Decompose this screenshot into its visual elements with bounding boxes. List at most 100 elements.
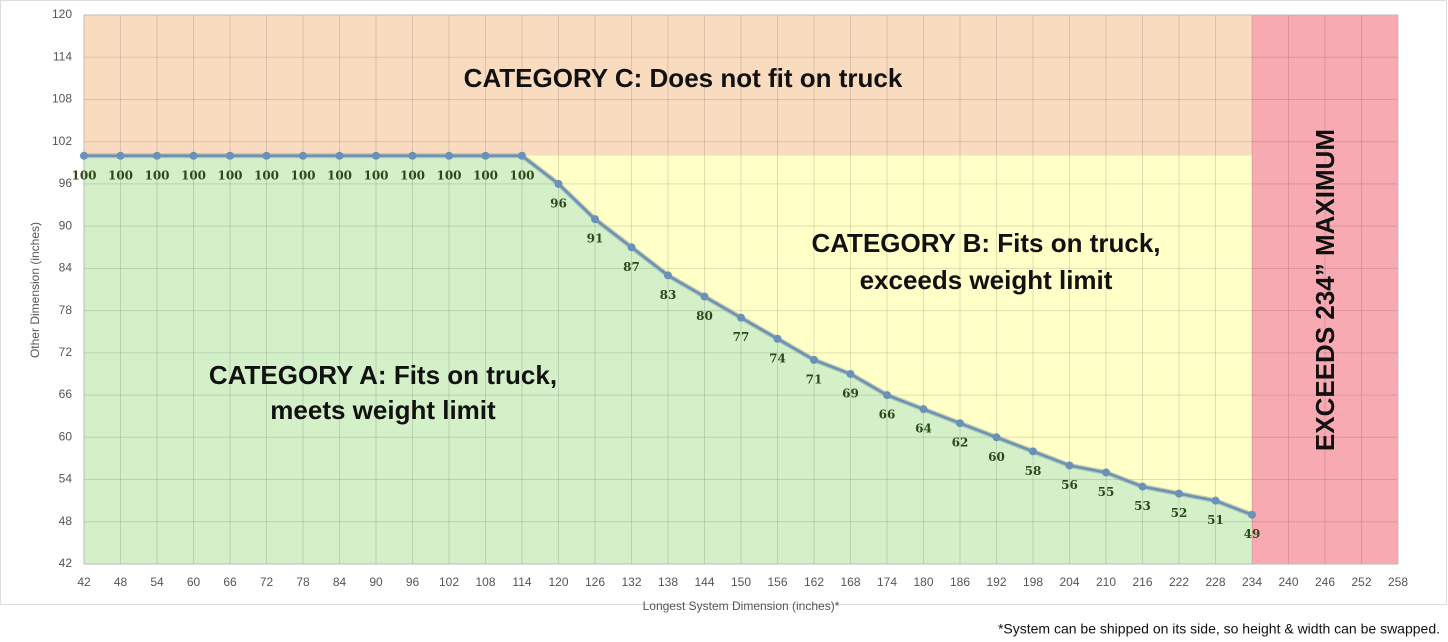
point bbox=[408, 151, 417, 160]
data-label: 100 bbox=[509, 168, 534, 182]
y-tick-label: 102 bbox=[52, 134, 72, 148]
y-tick-label: 66 bbox=[59, 387, 73, 401]
x-tick-label: 90 bbox=[369, 575, 383, 589]
point bbox=[992, 433, 1001, 442]
y-tick-label: 42 bbox=[59, 556, 73, 570]
y-tick-label: 78 bbox=[59, 303, 73, 317]
point bbox=[627, 243, 636, 252]
x-tick-label: 162 bbox=[804, 575, 824, 589]
data-label: 66 bbox=[879, 408, 896, 422]
point bbox=[773, 334, 782, 343]
region-a bbox=[84, 155, 1252, 564]
y-tick-label: 114 bbox=[53, 49, 72, 63]
annotation: CATEGORY A: Fits on truck, bbox=[209, 360, 557, 390]
chart-frame bbox=[0, 0, 1447, 605]
data-label: 51 bbox=[1207, 513, 1224, 527]
x-tick-label: 102 bbox=[439, 575, 459, 589]
data-label: 60 bbox=[988, 450, 1005, 464]
annotation: meets weight limit bbox=[270, 395, 496, 425]
x-tick-label: 156 bbox=[767, 575, 787, 589]
point bbox=[481, 151, 490, 160]
y-tick-label: 54 bbox=[59, 472, 73, 486]
x-tick-label: 228 bbox=[1205, 575, 1225, 589]
point bbox=[700, 292, 709, 301]
x-tick-label: 210 bbox=[1096, 575, 1116, 589]
y-tick-label: 90 bbox=[59, 218, 73, 232]
x-tick-label: 66 bbox=[223, 575, 237, 589]
data-label: 71 bbox=[806, 372, 823, 386]
point bbox=[664, 271, 672, 280]
data-label: 100 bbox=[71, 168, 96, 182]
x-tick-label: 96 bbox=[406, 575, 420, 589]
point bbox=[956, 419, 964, 428]
x-tick-label: 174 bbox=[877, 575, 897, 589]
data-label: 100 bbox=[144, 168, 169, 182]
data-label: 83 bbox=[660, 288, 677, 302]
point bbox=[335, 151, 344, 160]
data-label: 100 bbox=[327, 168, 352, 182]
y-tick-label: 60 bbox=[59, 429, 73, 443]
point bbox=[262, 151, 271, 160]
data-label: 74 bbox=[769, 351, 786, 365]
data-label: 100 bbox=[400, 168, 425, 182]
point bbox=[1248, 510, 1256, 519]
data-label: 100 bbox=[436, 168, 461, 182]
x-tick-label: 54 bbox=[150, 575, 164, 589]
annotation: CATEGORY B: Fits on truck, bbox=[811, 228, 1160, 258]
point bbox=[1175, 489, 1183, 498]
x-tick-label: 48 bbox=[114, 575, 128, 589]
data-label: 80 bbox=[696, 309, 713, 323]
x-tick-label: 252 bbox=[1351, 575, 1371, 589]
point bbox=[846, 369, 855, 378]
point bbox=[153, 151, 161, 160]
x-tick-label: 60 bbox=[187, 575, 201, 589]
data-label: 62 bbox=[952, 436, 969, 450]
point bbox=[1211, 496, 1220, 505]
y-tick-label: 48 bbox=[59, 514, 73, 528]
data-label: 96 bbox=[550, 196, 567, 210]
data-label: 64 bbox=[915, 422, 932, 436]
data-label: 49 bbox=[1244, 527, 1261, 541]
point bbox=[810, 355, 818, 364]
x-tick-label: 216 bbox=[1132, 575, 1152, 589]
x-tick-label: 138 bbox=[658, 575, 678, 589]
data-label: 87 bbox=[623, 260, 640, 274]
data-label: 91 bbox=[587, 232, 604, 246]
annotation: exceeds weight limit bbox=[860, 265, 1113, 295]
point bbox=[591, 215, 599, 224]
y-tick-label: 84 bbox=[59, 261, 73, 275]
y-tick-label: 120 bbox=[52, 7, 72, 21]
x-tick-label: 258 bbox=[1388, 575, 1408, 589]
point bbox=[372, 151, 380, 160]
x-axis-label: Longest System Dimension (inches)* bbox=[643, 599, 840, 613]
x-tick-label: 204 bbox=[1059, 575, 1079, 589]
point bbox=[299, 151, 307, 160]
x-tick-label: 78 bbox=[296, 575, 310, 589]
point bbox=[737, 313, 745, 322]
point bbox=[1102, 468, 1110, 477]
region-b bbox=[84, 155, 1252, 515]
x-tick-label: 192 bbox=[986, 575, 1006, 589]
point bbox=[1138, 482, 1147, 491]
data-label: 100 bbox=[473, 168, 498, 182]
data-label: 100 bbox=[181, 168, 206, 182]
x-tick-label: 126 bbox=[585, 575, 605, 589]
x-tick-label: 114 bbox=[512, 575, 531, 589]
point bbox=[518, 151, 526, 160]
footnote: *System can be shipped on its side, so h… bbox=[998, 621, 1440, 637]
annotation: CATEGORY C: Does not fit on truck bbox=[464, 63, 903, 93]
x-tick-label: 246 bbox=[1315, 575, 1335, 589]
point bbox=[445, 151, 453, 160]
x-tick-label: 132 bbox=[621, 575, 641, 589]
point bbox=[116, 151, 125, 160]
x-tick-label: 42 bbox=[77, 575, 91, 589]
region-c bbox=[84, 15, 1252, 156]
point bbox=[883, 391, 891, 400]
data-label: 100 bbox=[108, 168, 133, 182]
data-label: 100 bbox=[363, 168, 388, 182]
x-tick-label: 150 bbox=[731, 575, 751, 589]
annotation: EXCEEDS 234” MAXIMUM bbox=[1310, 129, 1340, 451]
y-axis-label: Other Dimension (inches) bbox=[28, 222, 42, 358]
point bbox=[80, 151, 88, 160]
